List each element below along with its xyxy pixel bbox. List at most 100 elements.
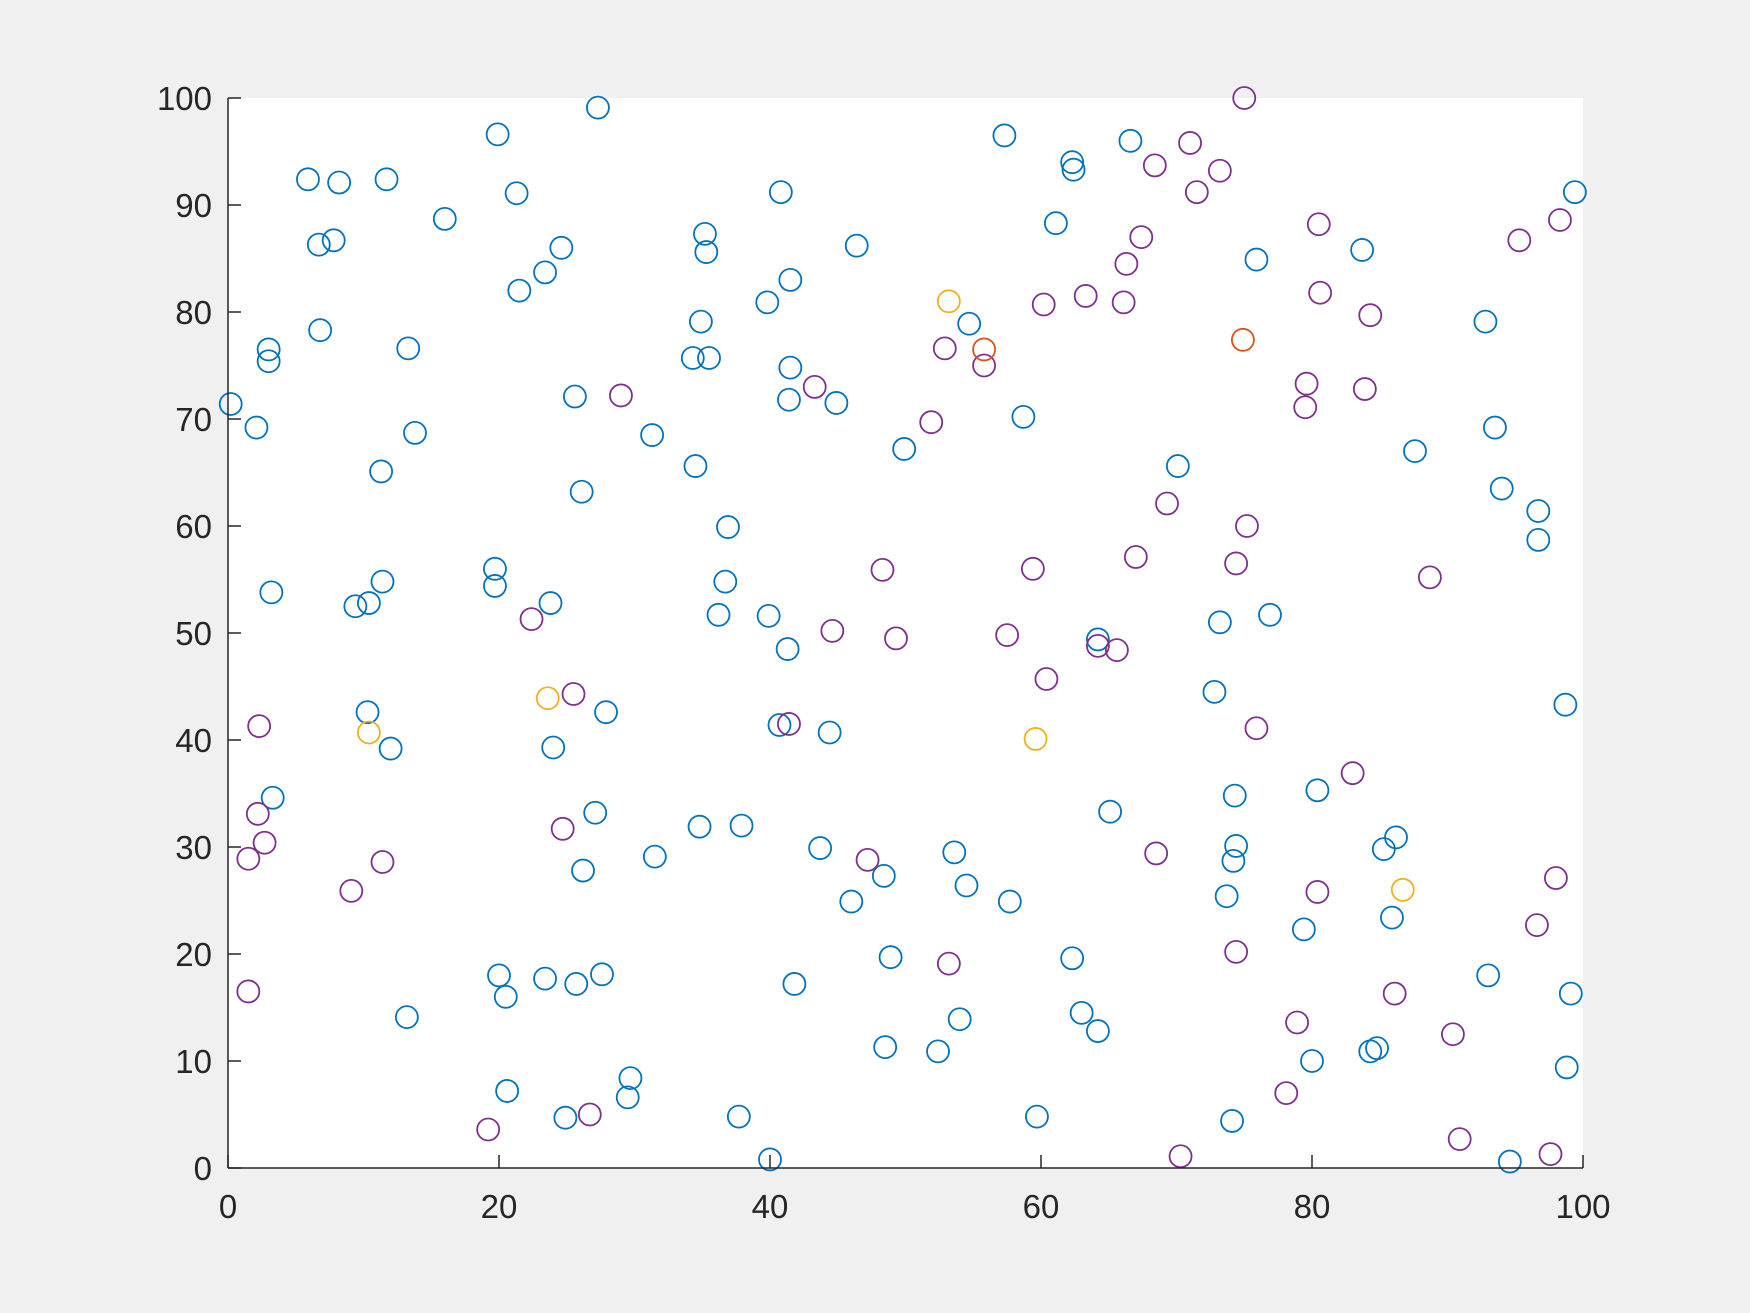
scatter-point bbox=[817, 720, 842, 745]
scatter-point bbox=[1497, 1149, 1522, 1174]
scatter-point bbox=[1224, 834, 1249, 858]
scatter-point bbox=[1202, 679, 1227, 704]
scatter-point bbox=[756, 603, 781, 628]
scatter-point bbox=[1224, 939, 1249, 964]
scatter-point bbox=[1352, 377, 1377, 401]
x-tick-label: 40 bbox=[752, 1188, 789, 1225]
scatter-point bbox=[594, 700, 618, 725]
scatter-point bbox=[1123, 545, 1148, 569]
scatter-point bbox=[1403, 439, 1427, 464]
scatter-point bbox=[1034, 667, 1059, 691]
scatter-point bbox=[820, 618, 845, 643]
scatter-point bbox=[1274, 1081, 1299, 1105]
scatter-point bbox=[1489, 476, 1514, 501]
scatter-point bbox=[1558, 981, 1583, 1006]
scatter-point bbox=[802, 374, 827, 399]
scatter-point bbox=[252, 830, 277, 855]
scatter-point bbox=[729, 813, 754, 838]
scatter-point bbox=[1111, 290, 1136, 315]
scatter-point bbox=[571, 858, 595, 883]
scatter-point bbox=[609, 383, 633, 408]
scatter-point bbox=[687, 814, 712, 839]
scatter-point bbox=[577, 1102, 602, 1127]
scatter-point bbox=[535, 686, 560, 711]
scatter-point bbox=[1244, 247, 1269, 272]
ticks: 0 20 40 60 80 100 0 10 20 30 40 50 60 70 80 90 100 bbox=[157, 80, 1611, 1225]
scatter-point bbox=[768, 180, 793, 205]
scatter-point bbox=[569, 479, 594, 504]
scatter-point bbox=[713, 569, 738, 594]
scatter-point bbox=[1165, 454, 1190, 478]
scatter-point bbox=[1020, 556, 1045, 581]
scatter-point bbox=[374, 167, 399, 192]
y-tick-label: 20 bbox=[175, 936, 212, 973]
scatter-point bbox=[1224, 551, 1249, 576]
scatter-point bbox=[808, 836, 833, 860]
scatter-point bbox=[777, 712, 801, 736]
scatter-point bbox=[485, 122, 510, 147]
scatter-point bbox=[1371, 837, 1396, 862]
scatter-point bbox=[339, 878, 364, 903]
scatter-point bbox=[260, 785, 285, 810]
y-tick-label: 10 bbox=[175, 1043, 212, 1080]
scatter-point bbox=[396, 336, 421, 361]
scatter-point bbox=[1526, 499, 1551, 523]
y-tick-label: 90 bbox=[175, 187, 212, 224]
scatter-point bbox=[942, 840, 967, 865]
scatter-point bbox=[1417, 565, 1442, 590]
scatter-point bbox=[1390, 877, 1415, 902]
scatter-point bbox=[550, 816, 575, 841]
scatter-point bbox=[640, 423, 665, 447]
scatter-point bbox=[1118, 128, 1143, 153]
scatter-point bbox=[1441, 1022, 1465, 1047]
scatter-point bbox=[1220, 1109, 1244, 1133]
scatter-point bbox=[493, 984, 518, 1009]
scatter-point bbox=[247, 714, 272, 738]
scatter-point bbox=[680, 346, 705, 370]
scatter-point bbox=[378, 736, 403, 761]
scatter-point bbox=[1380, 905, 1404, 930]
scatter-point bbox=[236, 979, 261, 1004]
scatter-point bbox=[618, 1066, 643, 1091]
scatter-point bbox=[932, 336, 957, 361]
scatter-point bbox=[1207, 610, 1232, 635]
scatter-point bbox=[1060, 946, 1085, 971]
scatter-point bbox=[758, 1147, 782, 1172]
scatter-point bbox=[1305, 778, 1330, 803]
scatter-point bbox=[1507, 228, 1532, 253]
y-tick-label: 100 bbox=[157, 80, 212, 117]
scatter-point bbox=[507, 278, 532, 303]
x-tick-label: 80 bbox=[1294, 1188, 1331, 1225]
scatter-point bbox=[824, 391, 849, 415]
scatter-point bbox=[355, 700, 380, 725]
scatter-point bbox=[256, 337, 281, 362]
scatter-point bbox=[1060, 150, 1085, 175]
scatter-point bbox=[561, 682, 586, 706]
scatter-point bbox=[1553, 692, 1578, 717]
scatter-point bbox=[693, 221, 717, 246]
scatter-point bbox=[716, 515, 740, 539]
scatter-point bbox=[519, 607, 544, 631]
scatter-point bbox=[919, 410, 944, 435]
scatter-point bbox=[1230, 327, 1255, 352]
y-tick-label: 50 bbox=[175, 615, 212, 652]
y-tick-label: 0 bbox=[194, 1150, 212, 1187]
scatter-point bbox=[370, 850, 395, 874]
scatter-point bbox=[1358, 303, 1383, 328]
scatter-point bbox=[706, 602, 731, 627]
scatter-point bbox=[538, 591, 563, 615]
scatter-point bbox=[504, 181, 529, 206]
scatter-point bbox=[1473, 309, 1498, 334]
scatter-point bbox=[778, 355, 803, 380]
scatter-point bbox=[236, 846, 261, 871]
scatter-point bbox=[1244, 716, 1269, 741]
scatter-point bbox=[871, 863, 896, 888]
scatter-point bbox=[972, 353, 996, 378]
scatter-point bbox=[306, 232, 331, 257]
scatter-point bbox=[777, 387, 801, 412]
scatter-point bbox=[1214, 884, 1239, 909]
scatter-point bbox=[694, 240, 719, 264]
scatter-point bbox=[1544, 866, 1568, 890]
scatter-point bbox=[343, 594, 368, 619]
